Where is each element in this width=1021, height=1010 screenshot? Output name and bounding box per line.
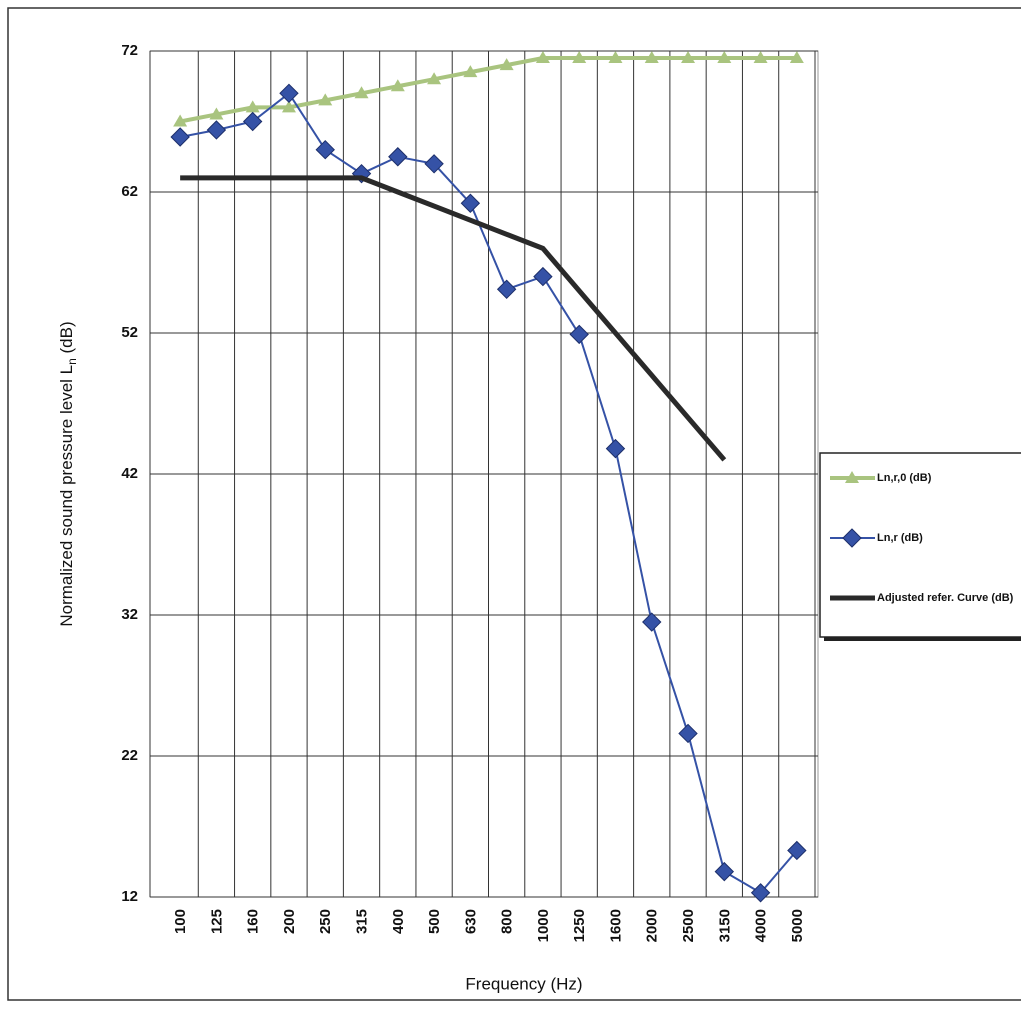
frame [7,7,1021,1001]
diamond-marker [569,324,589,345]
y-tick-label: 12 [121,888,138,905]
y-tick-label: 22 [121,747,138,764]
triangle-marker [535,51,550,64]
y-tick-label: 52 [121,324,138,341]
triangle-marker [390,79,405,92]
legend-label: Ln,r (dB) [877,532,923,544]
triangle-marker [499,58,514,71]
x-tick-label: 3150 [716,909,733,942]
series-line [179,56,797,124]
triangle-marker [354,86,369,99]
diamond-marker [242,111,263,132]
diamond-marker [206,120,227,140]
series-line [179,91,798,895]
triangle-marker [245,100,260,113]
triangle-marker [318,93,333,106]
x-axis-title: Frequency (Hz) [465,974,582,993]
diamond-marker [642,612,662,632]
x-tick-label: 315 [353,909,370,934]
diamond-marker [170,127,190,147]
triangle-marker [789,51,804,64]
triangle-marker [173,114,188,127]
diamond-marker [714,861,735,882]
y-axis-title-suffix: (dB) [57,321,76,358]
x-tick-label: 400 [390,909,407,934]
legend-label: Adjusted refer. Curve (dB) [877,592,1014,604]
triangle-marker [644,51,659,64]
y-tick-label: 42 [121,465,138,482]
x-tick-label: 2000 [644,909,661,942]
x-tick-label: 4000 [753,909,770,942]
x-tick-label: 100 [172,909,189,934]
triangle-marker [281,100,296,113]
x-tick-label: 200 [281,909,298,934]
legend-label: Ln,r,0 (dB) [877,472,932,484]
y-axis-title-sub: n [65,358,79,365]
x-tick-label: 2500 [680,909,697,942]
triangle-marker [463,65,478,78]
x-tick-label: 250 [317,909,334,934]
diamond-marker [533,266,553,287]
diamond-marker [279,83,299,104]
x-tick-label: 1600 [607,909,624,942]
diamond-marker [787,840,807,861]
diamond-marker [315,139,335,160]
x-tick-label: 5000 [789,909,806,942]
triangle-marker [753,51,768,64]
y-tick-label: 62 [121,183,138,200]
diamond-marker [424,154,444,174]
x-tick-label: 1000 [535,909,552,942]
diamond-marker [842,528,862,548]
series-line [180,175,727,462]
triangle-marker [845,471,859,483]
diamond-marker [750,883,771,903]
triangle-marker [717,51,732,64]
y-tick-label: 32 [121,606,138,623]
y-axis-title-main: Normalized sound pressure level L [57,365,76,627]
x-tick-label: 160 [245,909,262,934]
x-tick-label: 500 [426,909,443,934]
x-tick-label: 630 [462,909,479,934]
triangle-marker [572,51,587,64]
x-tick-label: 125 [208,909,225,934]
y-tick-label: 72 [121,42,138,59]
diamond-marker [460,193,481,213]
triangle-marker [681,51,696,64]
triangle-marker [427,72,442,85]
y-axis-title: Normalized sound pressure level Ln (dB) [57,321,79,626]
diamond-marker [678,723,698,744]
triangle-marker [209,107,224,120]
triangle-marker [608,51,623,64]
diamond-marker [496,279,517,299]
diamond-marker [605,438,626,459]
diamond-marker [388,147,408,167]
x-tick-label: 1250 [571,909,588,942]
x-tick-label: 800 [499,909,516,934]
